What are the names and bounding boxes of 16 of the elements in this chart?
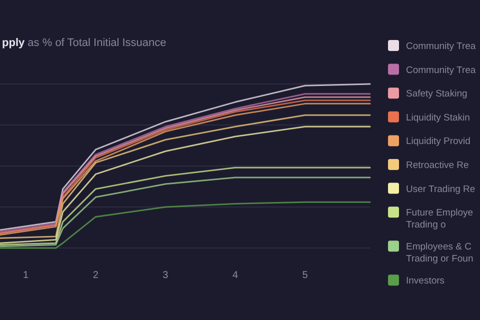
legend-label: Retroactive Re: [406, 160, 469, 171]
legend-label: Safety Staking: [406, 88, 468, 100]
legend-label: Future Employe Trading o: [406, 208, 474, 231]
legend-label: Liquidity Provid: [406, 136, 470, 148]
x-tick-label: 3: [162, 270, 169, 281]
legend-label: Liquidity Stakin: [406, 112, 470, 124]
x-tick-label: 4: [232, 270, 238, 281]
x-tick-label: 2: [92, 270, 99, 281]
legend-label: Investors: [406, 276, 445, 287]
x-tick-label: 5: [302, 270, 308, 281]
legend-label: Community Trea: [406, 64, 476, 76]
legend-label: Employees & C Trading or Foun: [406, 242, 474, 265]
x-tick-label: 1: [23, 270, 30, 281]
chart-title: pply as % of Total Initial Issuance: [2, 37, 166, 49]
legend-label: Community Trea: [406, 41, 476, 52]
legend-label: User Trading Re: [406, 184, 476, 195]
